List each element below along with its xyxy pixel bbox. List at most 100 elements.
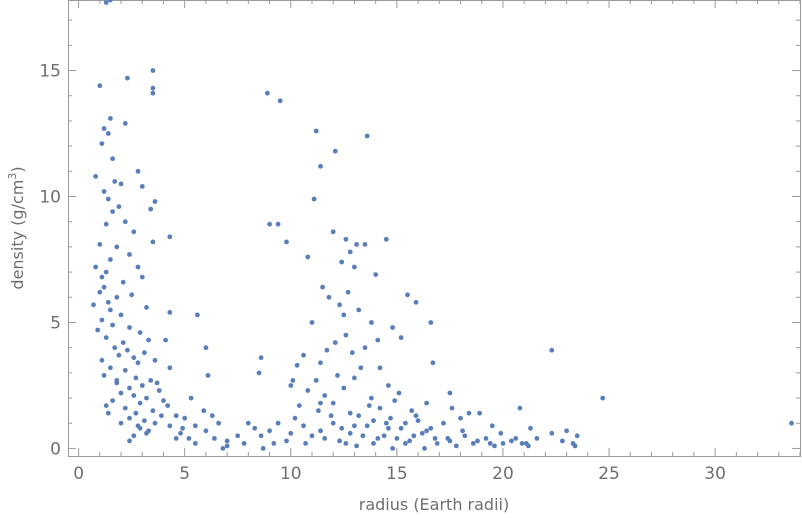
data-point bbox=[371, 418, 376, 424]
data-point bbox=[224, 438, 230, 444]
data-point bbox=[129, 292, 135, 298]
data-point bbox=[267, 428, 272, 434]
data-point bbox=[118, 181, 124, 187]
data-point bbox=[275, 420, 281, 426]
data-point bbox=[118, 390, 124, 396]
data-point bbox=[509, 438, 514, 444]
data-point bbox=[428, 320, 434, 325]
data-point bbox=[600, 395, 606, 401]
data-point bbox=[343, 441, 349, 446]
data-point bbox=[101, 126, 107, 131]
data-point bbox=[549, 430, 555, 436]
data-point bbox=[462, 433, 468, 439]
data-point bbox=[498, 430, 504, 436]
data-point bbox=[564, 428, 569, 434]
data-point bbox=[137, 400, 143, 406]
data-point bbox=[324, 347, 330, 353]
data-point bbox=[343, 236, 349, 242]
data-point bbox=[105, 410, 111, 416]
data-point bbox=[103, 221, 109, 227]
data-point bbox=[549, 347, 555, 353]
data-point bbox=[460, 428, 465, 434]
data-point bbox=[137, 330, 143, 335]
data-point bbox=[252, 425, 258, 431]
data-point bbox=[403, 420, 408, 426]
data-point bbox=[362, 345, 368, 351]
data-point bbox=[135, 264, 141, 270]
data-point bbox=[212, 436, 217, 441]
data-point bbox=[105, 299, 111, 305]
data-point bbox=[409, 408, 415, 414]
data-point bbox=[288, 430, 294, 436]
data-point bbox=[258, 355, 264, 361]
data-point bbox=[118, 420, 124, 426]
data-point bbox=[120, 340, 126, 345]
data-point bbox=[245, 420, 251, 426]
data-point bbox=[142, 418, 147, 424]
data-point bbox=[95, 327, 101, 333]
data-point bbox=[103, 335, 109, 340]
data-point bbox=[345, 289, 351, 295]
data-point bbox=[335, 373, 340, 378]
data-point bbox=[466, 410, 472, 416]
data-point bbox=[188, 395, 194, 401]
data-point bbox=[103, 269, 109, 275]
data-point bbox=[150, 90, 156, 96]
data-point bbox=[383, 420, 389, 426]
data-point bbox=[101, 189, 107, 194]
data-point bbox=[284, 438, 289, 444]
data-point bbox=[235, 433, 241, 439]
data-point bbox=[133, 375, 139, 381]
data-point bbox=[139, 383, 145, 388]
data-point bbox=[413, 299, 419, 305]
y-axis-title-superscript: 3 bbox=[6, 173, 19, 180]
data-point bbox=[150, 85, 156, 91]
data-point bbox=[135, 168, 141, 174]
data-point bbox=[369, 395, 374, 401]
data-point bbox=[349, 350, 355, 356]
plot-frame bbox=[68, 0, 801, 457]
data-point bbox=[165, 403, 171, 408]
data-point bbox=[364, 133, 370, 139]
y-tick-label: 5 bbox=[50, 313, 61, 333]
data-point bbox=[574, 433, 580, 439]
data-point bbox=[118, 312, 124, 318]
data-point bbox=[101, 284, 107, 290]
data-point bbox=[441, 420, 446, 426]
data-point bbox=[205, 373, 211, 378]
data-point bbox=[105, 196, 111, 202]
data-point bbox=[301, 352, 306, 358]
data-point bbox=[195, 312, 200, 318]
data-point bbox=[127, 325, 132, 330]
data-point bbox=[398, 335, 404, 340]
data-point bbox=[167, 310, 173, 315]
data-point bbox=[150, 239, 156, 245]
x-tick-label: 15 bbox=[386, 464, 408, 484]
data-point bbox=[277, 98, 283, 104]
data-point bbox=[139, 184, 145, 189]
data-point bbox=[125, 75, 130, 81]
data-point bbox=[318, 163, 323, 169]
data-point bbox=[377, 405, 383, 411]
data-point bbox=[112, 179, 118, 184]
data-point bbox=[415, 418, 421, 424]
data-point bbox=[148, 206, 154, 212]
data-point bbox=[352, 423, 357, 429]
data-point bbox=[560, 438, 565, 444]
data-point bbox=[489, 423, 495, 429]
data-point bbox=[458, 415, 463, 421]
data-point bbox=[364, 423, 370, 429]
data-point bbox=[360, 433, 366, 439]
data-point bbox=[154, 380, 160, 386]
data-point bbox=[105, 131, 111, 136]
data-point bbox=[419, 430, 425, 436]
data-point bbox=[318, 360, 323, 366]
data-point bbox=[386, 425, 391, 431]
data-point bbox=[477, 410, 482, 416]
data-point bbox=[116, 352, 122, 358]
data-point bbox=[97, 83, 103, 89]
data-point bbox=[326, 294, 332, 300]
data-point bbox=[260, 446, 266, 451]
data-point bbox=[156, 388, 162, 393]
